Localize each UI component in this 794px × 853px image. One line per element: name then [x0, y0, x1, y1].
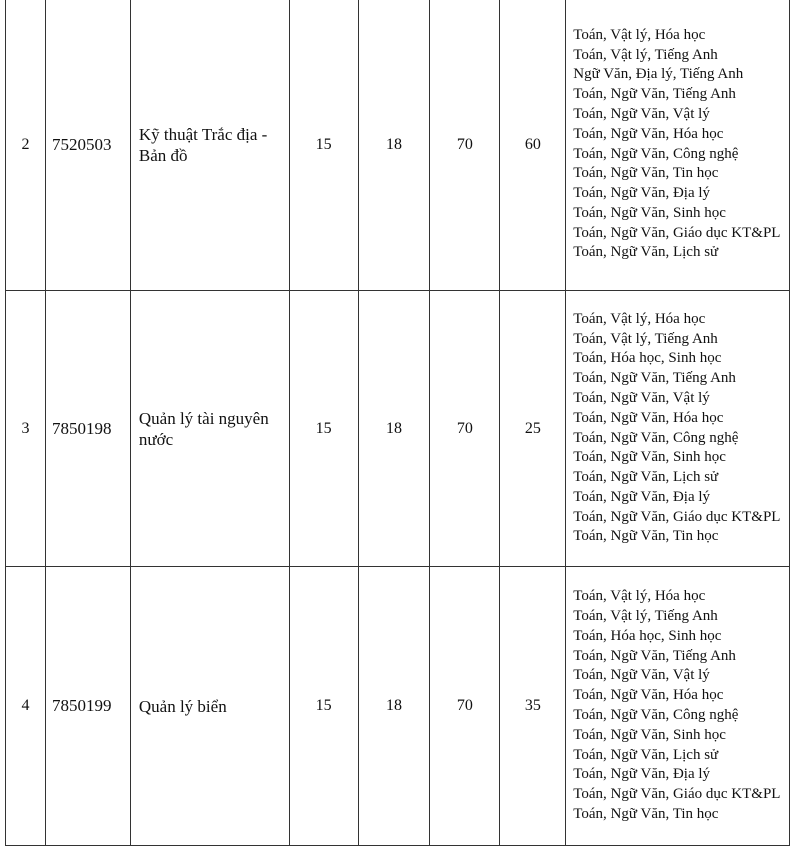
quota: 25 — [499, 290, 567, 567]
subject-combination: Toán, Ngữ Văn, Hóa học — [573, 687, 724, 704]
subject-combination: Toán, Ngữ Văn, Địa lý — [573, 185, 711, 202]
subject-combination: Toán, Ngữ Văn, Tin học — [573, 165, 719, 182]
value-col-b: 18 — [357, 290, 431, 567]
table-row: 2 7520503 Kỹ thuật Trắc địa - Bản đồ 15 18 70… — [5, 0, 790, 291]
program-code: 7850199 — [44, 566, 131, 846]
subject-combination: Toán, Ngữ Văn, Công nghệ — [573, 707, 739, 723]
subject-combinations: Toán, Vật lý, Hóa học Toán, Vật lý, Tiếng… — [565, 566, 790, 846]
subject-combination: Toán, Vật lý, Tiếng Anh — [573, 46, 718, 63]
subject-combination: Ngữ Văn, Địa lý, Tiếng Anh — [573, 66, 744, 83]
program-code: 7850198 — [44, 290, 131, 567]
row-number: 2 — [5, 0, 46, 291]
subject-combination: Toán, Ngữ Văn, Sinh học — [573, 204, 726, 221]
program-code: 7520503 — [44, 0, 131, 291]
value-col-b: 18 — [357, 0, 431, 291]
program-name: Quản lý biển — [129, 566, 290, 846]
quota: 35 — [499, 566, 567, 846]
subject-combination: Toán, Vật lý, Hóa học — [573, 26, 706, 43]
subject-combination: Toán, Ngữ Văn, Tiếng Anh — [573, 647, 736, 664]
subject-combination: Toán, Ngữ Văn, Lịch sử — [573, 746, 719, 763]
value-col-c: 70 — [429, 290, 501, 567]
subject-combination: Toán, Ngữ Văn, Giáo dục KT&PL — [573, 224, 781, 241]
subject-combination: Toán, Ngữ Văn, Địa lý — [573, 488, 711, 505]
subject-combination: Toán, Vật lý, Hóa học — [573, 310, 706, 327]
subject-combination: Toán, Hóa học, Sinh học — [573, 350, 722, 367]
value-col-b: 18 — [357, 566, 431, 846]
value-col-c: 70 — [429, 0, 501, 291]
subject-combination: Toán, Ngữ Văn, Hóa học — [573, 125, 724, 142]
subject-combination: Toán, Ngữ Văn, Lịch sử — [573, 244, 719, 261]
value-col-a: 15 — [288, 0, 359, 291]
value-col-c: 70 — [429, 566, 501, 846]
subject-combination: Toán, Ngữ Văn, Tin học — [573, 528, 719, 545]
subject-combination: Toán, Ngữ Văn, Công nghệ — [573, 429, 739, 446]
subject-combination: Toán, Ngữ Văn, Sinh học — [573, 726, 726, 743]
subject-combination: Toán, Ngữ Văn, Vật lý — [573, 667, 710, 684]
quota: 60 — [499, 0, 567, 291]
table-row: 3 7850198 Quản lý tài nguyên nước 15 18 70 25 T… — [5, 290, 790, 567]
subject-combination: Toán, Ngữ Văn, Sinh học — [573, 449, 726, 466]
subject-combination: Toán, Hóa học, Sinh học — [573, 627, 722, 644]
subject-combinations: Toán, Vật lý, Hóa học Toán, Vật lý, Tiếng… — [565, 290, 790, 567]
subject-combination: Toán, Vật lý, Tiếng Anh — [573, 330, 718, 347]
subject-combinations: Toán, Vật lý, Hóa học Toán, Vật lý, Tiếng… — [565, 0, 790, 291]
row-number: 4 — [5, 566, 46, 846]
row-number: 3 — [5, 290, 46, 567]
table-row: 4 7850199 Quản lý biển 15 18 70 35 Toán, Vật lý… — [5, 566, 790, 846]
subject-combination: Toán, Ngữ Văn, Tiếng Anh — [573, 370, 736, 387]
admissions-table: 2 7520503 Kỹ thuật Trắc địa - Bản đồ 15 18 70… — [5, 0, 790, 846]
subject-combination: Toán, Ngữ Văn, Hóa học — [573, 409, 724, 426]
subject-combination: Toán, Vật lý, Tiếng Anh — [573, 608, 718, 625]
subject-combination: Toán, Ngữ Văn, Giáo dục KT&PL — [573, 786, 781, 803]
subject-combination: Toán, Ngữ Văn, Giáo dục KT&PL — [573, 508, 781, 525]
value-col-a: 15 — [288, 290, 359, 567]
program-name: Kỹ thuật Trắc địa - Bản đồ — [129, 0, 290, 291]
value-col-a: 15 — [288, 566, 359, 846]
subject-combination: Toán, Vật lý, Hóa học — [573, 588, 706, 605]
subject-combination: Toán, Ngữ Văn, Tiếng Anh — [573, 86, 736, 103]
subject-combination: Toán, Ngữ Văn, Lịch sử — [573, 469, 719, 486]
subject-combination: Toán, Ngữ Văn, Tin học — [573, 805, 719, 822]
subject-combination: Toán, Ngữ Văn, Vật lý — [573, 105, 710, 122]
subject-combination: Toán, Ngữ Văn, Công nghệ — [573, 145, 739, 162]
subject-combination: Toán, Ngữ Văn, Địa lý — [573, 766, 711, 783]
subject-combination: Toán, Ngữ Văn, Vật lý — [573, 389, 710, 406]
program-name: Quản lý tài nguyên nước — [129, 290, 290, 567]
